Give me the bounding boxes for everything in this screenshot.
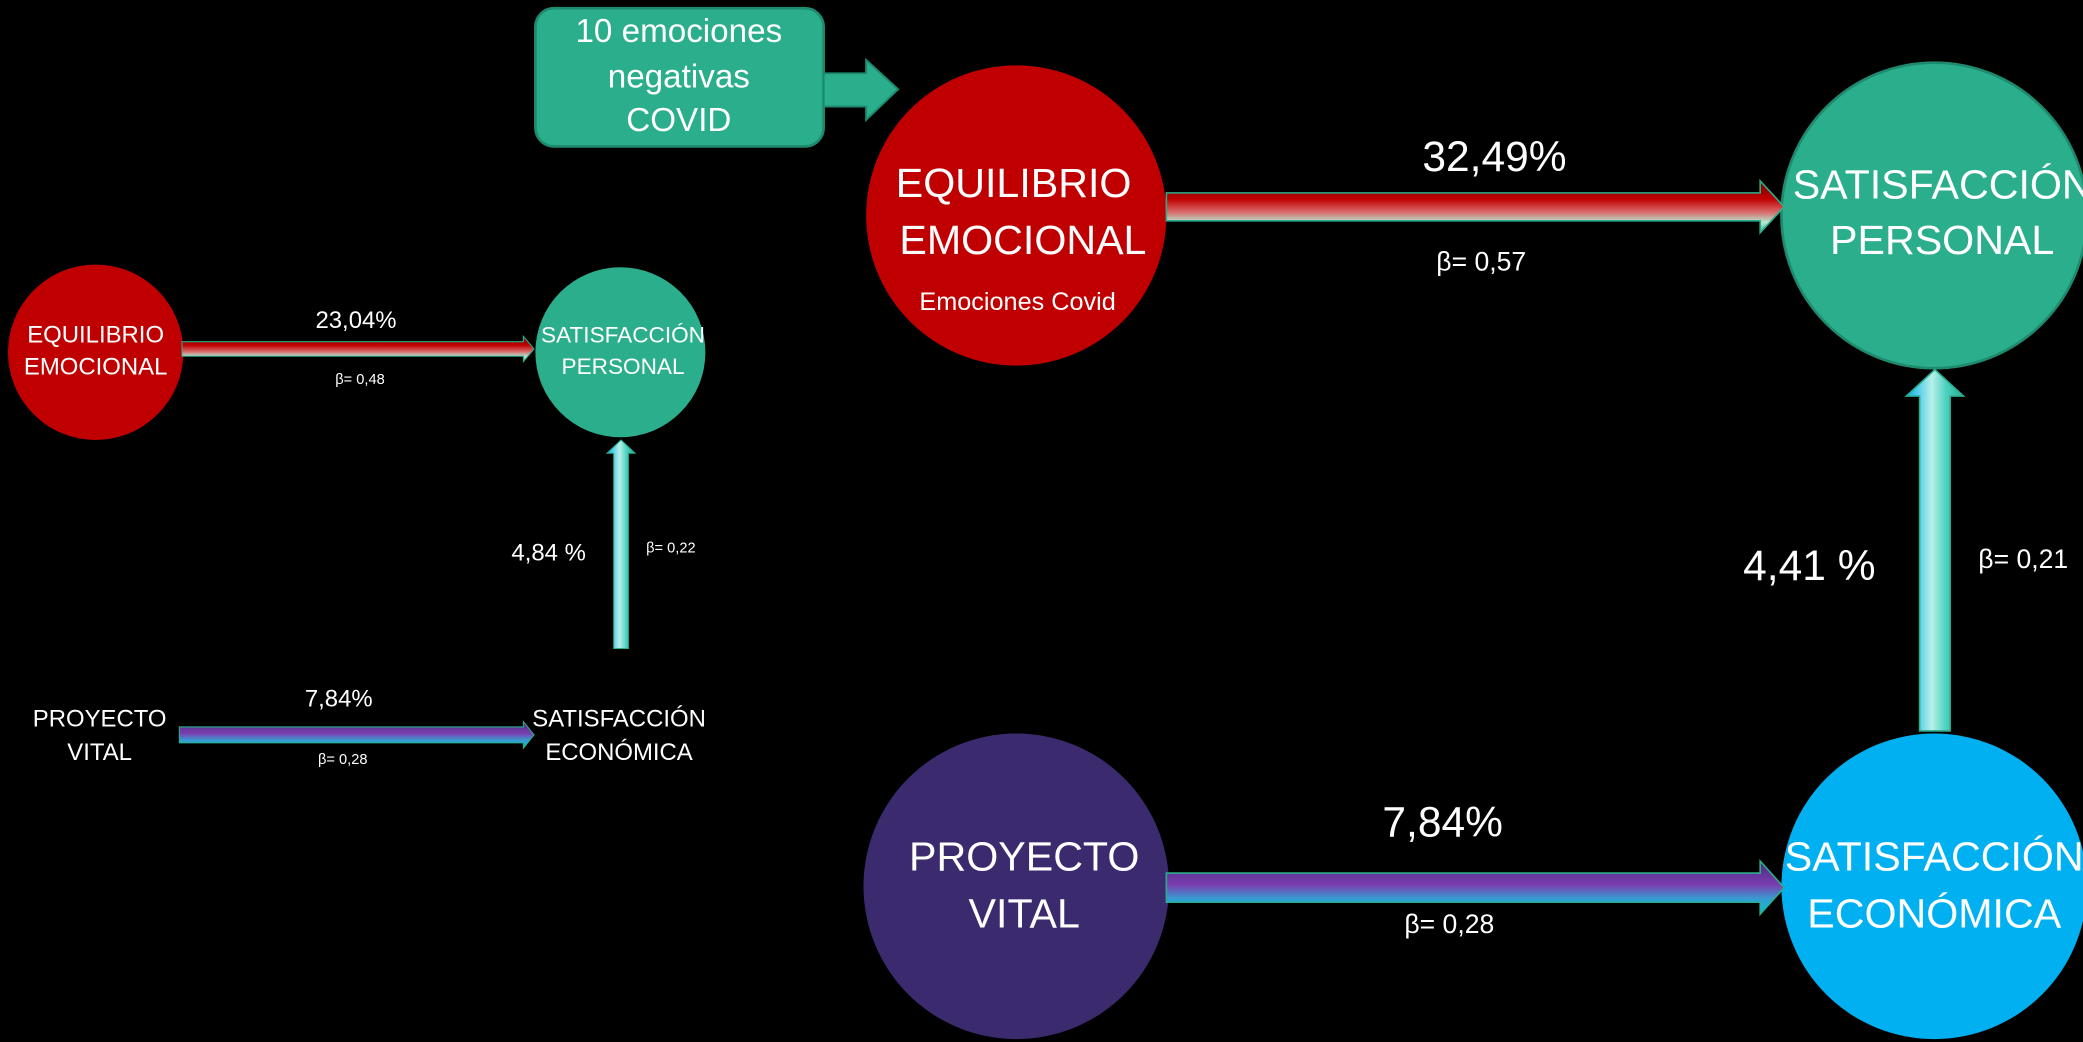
edge-percent: 4,84 % <box>511 540 585 567</box>
callout-text: COVID <box>626 102 731 139</box>
edge-beta: β= 0,57 <box>1436 246 1526 276</box>
node-circle <box>1780 61 2083 370</box>
node-label: PERSONAL <box>1830 217 2054 263</box>
callout-text: negativas <box>608 58 750 95</box>
node-label: VITAL <box>969 891 1080 937</box>
edge-percent: 4,41 % <box>1743 543 1875 590</box>
node-sublabel: Emociones Covid <box>919 288 1115 316</box>
arrow <box>1165 859 1786 917</box>
edge-percent: 32,49% <box>1422 134 1566 181</box>
node-label: SATISFACCIÓN <box>532 706 706 733</box>
node-circle <box>863 733 1170 1040</box>
edge-beta: β= 0,28 <box>1404 909 1494 939</box>
node-label: EMOCIONAL <box>24 354 167 381</box>
edge-percent: 7,84% <box>305 686 373 713</box>
node-label: PERSONAL <box>562 354 685 379</box>
callout-arrow <box>822 57 900 123</box>
node-label: PROYECTO <box>33 706 167 733</box>
arrow <box>1165 178 1786 235</box>
node-label: ECONÓMICA <box>545 739 692 766</box>
node-circle <box>866 65 1167 366</box>
node-label: EQUILIBRIO <box>27 322 164 349</box>
arrow <box>178 720 535 750</box>
node-label: SATISFACCIÓN <box>1785 834 2083 880</box>
node-circle <box>535 267 706 438</box>
edge-beta: β= 0,22 <box>646 541 695 557</box>
edge-beta: β= 0,21 <box>1978 544 2068 574</box>
edge-percent: 7,84% <box>1382 799 1503 846</box>
arrow <box>605 439 637 650</box>
node-label: EQUILIBRIO <box>896 160 1132 206</box>
node-circle <box>7 264 184 440</box>
arrow <box>181 334 535 364</box>
arrow <box>1904 368 1966 732</box>
node-label: ECONÓMICA <box>1807 891 2061 937</box>
node-label: SATISFACCIÓN <box>1793 161 2083 207</box>
node-label: SATISFACCIÓN <box>541 322 705 347</box>
node-label: VITAL <box>67 739 132 766</box>
node-label: PROYECTO <box>909 834 1139 880</box>
edge-percent: 23,04% <box>315 307 396 334</box>
node-label: EMOCIONAL <box>899 217 1146 263</box>
node-circle <box>1781 733 2083 1040</box>
callout-text: 10 emociones <box>575 13 782 50</box>
edge-beta: β= 0,48 <box>335 372 384 388</box>
edge-beta: β= 0,28 <box>318 752 367 768</box>
